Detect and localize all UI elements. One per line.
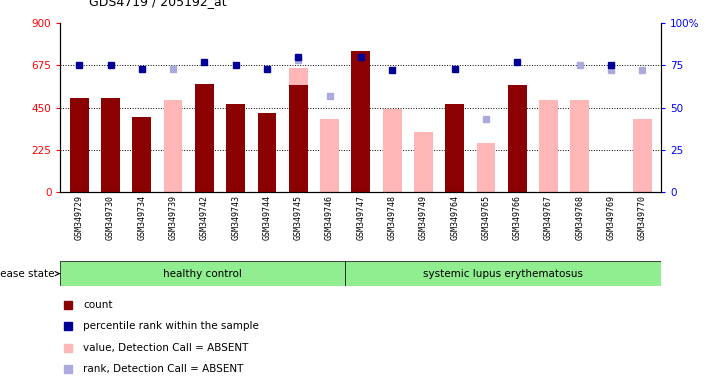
Bar — [226, 104, 245, 192]
Text: GSM349729: GSM349729 — [75, 195, 84, 240]
Bar — [383, 109, 402, 192]
Text: GSM349730: GSM349730 — [106, 195, 115, 240]
Text: GSM349746: GSM349746 — [325, 195, 334, 240]
Bar — [351, 51, 370, 192]
Bar — [257, 113, 277, 192]
Bar — [445, 104, 464, 192]
Text: GDS4719 / 205192_at: GDS4719 / 205192_at — [89, 0, 227, 8]
Bar — [70, 98, 89, 192]
Text: rank, Detection Call = ABSENT: rank, Detection Call = ABSENT — [83, 364, 244, 374]
Text: GSM349745: GSM349745 — [294, 195, 303, 240]
Bar — [195, 84, 214, 192]
Bar — [60, 261, 345, 286]
Text: healthy control: healthy control — [164, 268, 242, 279]
Bar — [289, 85, 308, 192]
Bar — [414, 132, 433, 192]
Text: GSM349764: GSM349764 — [450, 195, 459, 240]
Text: GSM349767: GSM349767 — [544, 195, 553, 240]
Bar — [289, 68, 308, 192]
Text: GSM349743: GSM349743 — [231, 195, 240, 240]
Bar — [320, 119, 339, 192]
Text: value, Detection Call = ABSENT: value, Detection Call = ABSENT — [83, 343, 249, 353]
Bar — [164, 100, 183, 192]
Text: GSM349770: GSM349770 — [638, 195, 647, 240]
Bar — [633, 119, 652, 192]
Bar — [345, 261, 661, 286]
Bar — [132, 117, 151, 192]
Text: disease state: disease state — [0, 268, 60, 279]
Text: GSM349749: GSM349749 — [419, 195, 428, 240]
Text: GSM349742: GSM349742 — [200, 195, 209, 240]
Bar — [476, 143, 496, 192]
Bar — [539, 100, 558, 192]
Bar — [508, 85, 527, 192]
Text: GSM349734: GSM349734 — [137, 195, 146, 240]
Text: GSM349766: GSM349766 — [513, 195, 522, 240]
Text: systemic lupus erythematosus: systemic lupus erythematosus — [423, 268, 583, 279]
Text: GSM349769: GSM349769 — [606, 195, 616, 240]
Text: GSM349765: GSM349765 — [481, 195, 491, 240]
Text: percentile rank within the sample: percentile rank within the sample — [83, 321, 259, 331]
Bar — [570, 100, 589, 192]
Text: GSM349748: GSM349748 — [387, 195, 397, 240]
Text: GSM349747: GSM349747 — [356, 195, 365, 240]
Text: GSM349768: GSM349768 — [575, 195, 584, 240]
Text: GSM349739: GSM349739 — [169, 195, 178, 240]
Bar — [101, 98, 120, 192]
Text: count: count — [83, 300, 113, 310]
Text: GSM349744: GSM349744 — [262, 195, 272, 240]
